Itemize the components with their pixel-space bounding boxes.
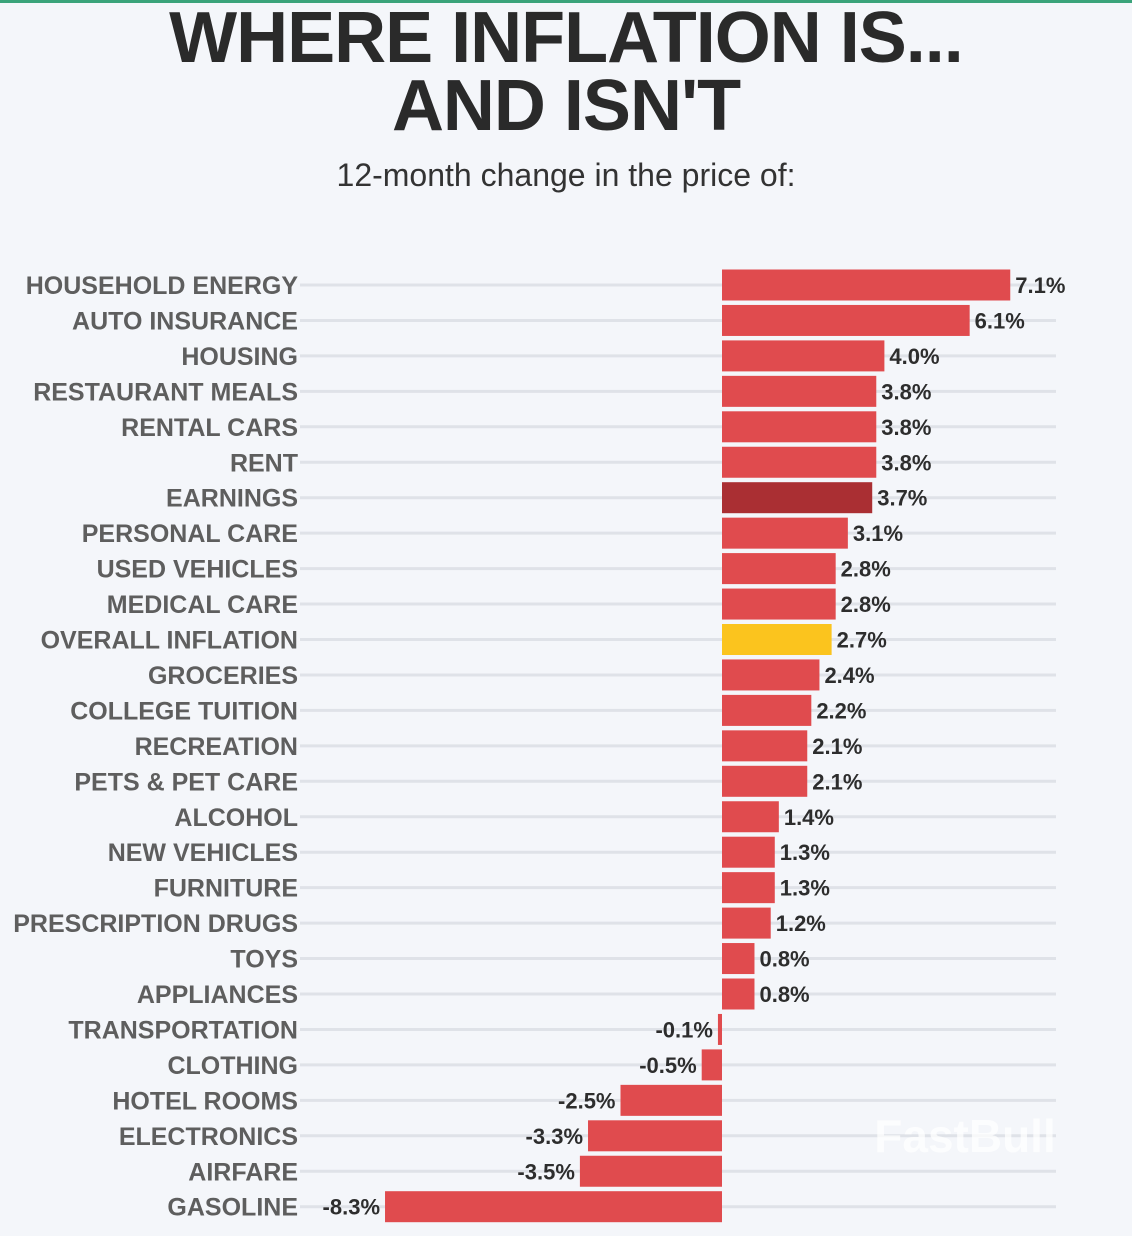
category-label-overall-inflation: OVERALL INFLATION — [41, 627, 298, 655]
watermark-text: FastBull — [874, 1110, 1055, 1162]
bar-appliances — [722, 978, 755, 1010]
bar-clothing — [701, 1049, 722, 1081]
category-label-personal-care: PERSONAL CARE — [82, 520, 298, 548]
category-label-housing: HOUSING — [181, 343, 298, 371]
category-label-college-tuition: COLLEGE TUITION — [70, 697, 298, 725]
value-label-transportation: -0.1% — [655, 1017, 712, 1042]
value-label-college-tuition: 2.2% — [816, 698, 866, 723]
category-label-pets-and-pet-care: PETS & PET CARE — [74, 768, 298, 796]
bar-household-energy — [722, 269, 1011, 301]
value-label-gasoline: -8.3% — [323, 1195, 380, 1220]
bar-recreation — [722, 730, 808, 762]
category-label-transportation: TRANSPORTATION — [68, 1016, 298, 1044]
value-label-recreation: 2.1% — [812, 734, 862, 759]
value-label-prescription-drugs: 1.2% — [776, 911, 826, 936]
category-label-gasoline: GASOLINE — [167, 1194, 298, 1222]
bar-restaurant-meals — [722, 375, 877, 407]
bar-college-tuition — [722, 694, 812, 726]
bar-furniture — [722, 872, 775, 904]
category-label-alcohol: ALCOHOL — [174, 804, 298, 832]
category-label-auto-insurance: AUTO INSURANCE — [72, 307, 298, 335]
category-label-rent: RENT — [230, 449, 298, 477]
bar-gasoline — [385, 1191, 722, 1223]
bar-overall-inflation — [722, 624, 832, 655]
label-layer: HOUSEHOLD ENERGY 7.1% AUTO INSURANCE 6.1% HO… — [13, 272, 1065, 1222]
top-accent-rule — [0, 0, 1132, 3]
category-label-prescription-drugs: PRESCRIPTION DRUGS — [13, 910, 298, 938]
category-label-used-vehicles: USED VEHICLES — [97, 556, 298, 584]
bar-layer — [385, 269, 1011, 1223]
category-label-recreation: RECREATION — [135, 733, 298, 761]
bar-used-vehicles — [722, 553, 836, 585]
value-label-pets-and-pet-care: 2.1% — [812, 769, 862, 794]
bar-hotel-rooms — [620, 1084, 722, 1116]
category-label-medical-care: MEDICAL CARE — [107, 591, 298, 619]
bar-electronics — [588, 1120, 722, 1152]
bar-prescription-drugs — [722, 907, 771, 939]
value-label-rent: 3.8% — [881, 450, 931, 475]
value-label-personal-care: 3.1% — [853, 521, 903, 546]
value-label-clothing: -0.5% — [639, 1053, 696, 1078]
category-label-new-vehicles: NEW VEHICLES — [108, 839, 298, 867]
chart-title: WHERE INFLATION IS... AND ISN'T — [0, 0, 1132, 146]
value-label-groceries: 2.4% — [824, 663, 874, 688]
chart-title-line-2: AND ISN'T — [391, 66, 741, 146]
value-label-new-vehicles: 1.3% — [780, 840, 830, 865]
bar-groceries — [722, 659, 820, 691]
value-label-furniture: 1.3% — [780, 876, 830, 901]
bar-rental-cars — [722, 411, 877, 443]
value-label-rental-cars: 3.8% — [881, 415, 931, 440]
category-label-rental-cars: RENTAL CARS — [121, 414, 298, 442]
bar-alcohol — [722, 801, 779, 833]
value-label-toys: 0.8% — [759, 947, 809, 972]
bar-rent — [722, 446, 877, 478]
bar-pets-and-pet-care — [722, 765, 808, 797]
value-label-auto-insurance: 6.1% — [975, 308, 1025, 333]
value-label-medical-care: 2.8% — [841, 592, 891, 617]
bar-earnings — [722, 482, 873, 514]
category-label-earnings: EARNINGS — [166, 485, 298, 513]
category-label-toys: TOYS — [230, 946, 298, 974]
category-label-hotel-rooms: HOTEL ROOMS — [112, 1087, 298, 1115]
value-label-household-energy: 7.1% — [1015, 273, 1065, 298]
bar-toys — [722, 943, 755, 975]
bar-new-vehicles — [722, 836, 775, 868]
value-label-airfare: -3.5% — [517, 1159, 574, 1184]
category-label-appliances: APPLIANCES — [137, 981, 298, 1009]
bar-personal-care — [722, 517, 848, 549]
category-label-restaurant-meals: RESTAURANT MEALS — [33, 378, 298, 406]
bar-housing — [722, 340, 885, 372]
chart-subtitle: 12-month change in the price of: — [336, 157, 796, 193]
category-label-furniture: FURNITURE — [154, 875, 298, 903]
bar-airfare — [579, 1155, 722, 1187]
value-label-overall-inflation: 2.7% — [837, 628, 887, 653]
value-label-housing: 4.0% — [889, 344, 939, 369]
value-label-electronics: -3.3% — [526, 1124, 583, 1149]
value-label-alcohol: 1.4% — [784, 805, 834, 830]
category-label-electronics: ELECTRONICS — [119, 1123, 298, 1151]
value-label-used-vehicles: 2.8% — [841, 557, 891, 582]
category-label-airfare: AIRFARE — [188, 1158, 298, 1186]
value-label-restaurant-meals: 3.8% — [881, 379, 931, 404]
value-label-earnings: 3.7% — [877, 486, 927, 511]
category-label-clothing: CLOTHING — [167, 1052, 298, 1080]
category-label-household-energy: HOUSEHOLD ENERGY — [26, 272, 299, 300]
value-label-appliances: 0.8% — [759, 982, 809, 1007]
bar-transportation — [717, 1013, 722, 1045]
bar-auto-insurance — [722, 304, 970, 336]
category-label-groceries: GROCERIES — [148, 662, 298, 690]
bar-medical-care — [722, 588, 836, 620]
chart-title-line-1: WHERE INFLATION IS... — [169, 0, 964, 78]
value-label-hotel-rooms: -2.5% — [558, 1088, 615, 1113]
